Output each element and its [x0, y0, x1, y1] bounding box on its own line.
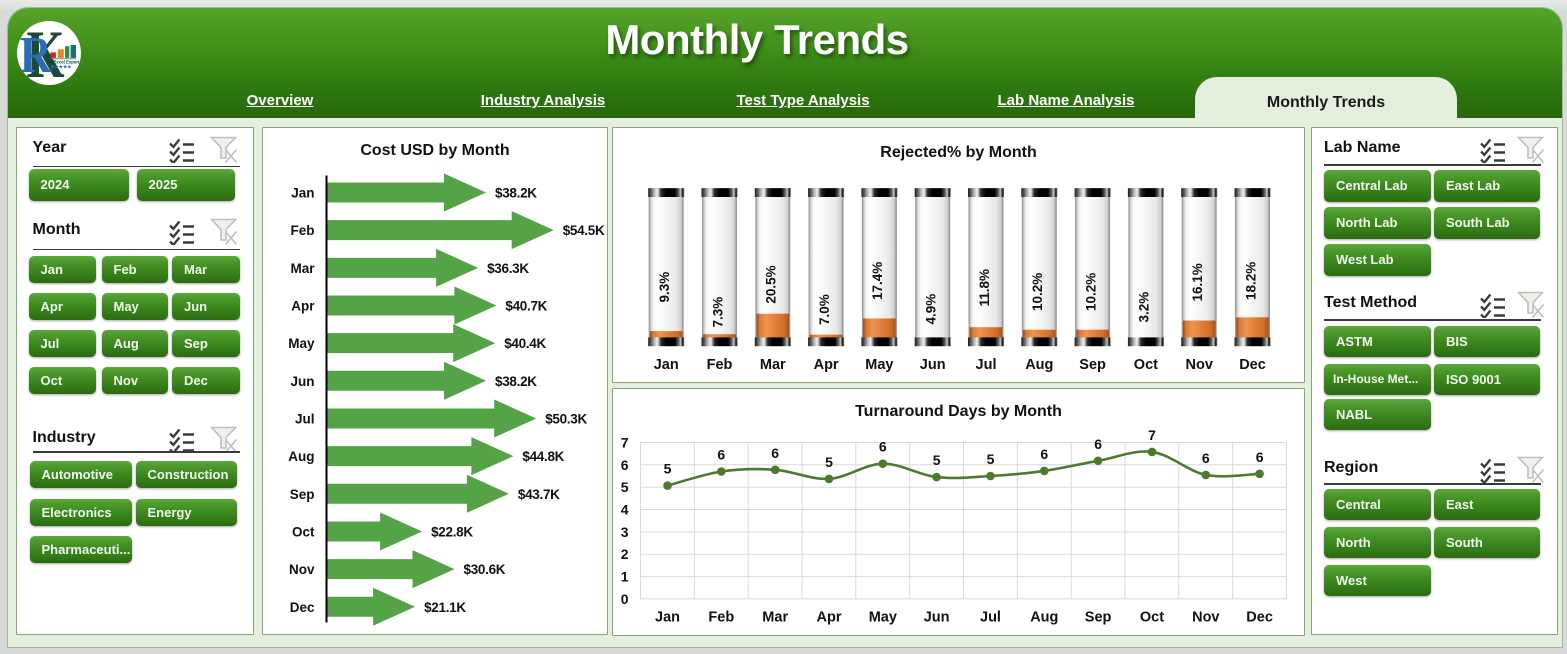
- svg-text:Dec: Dec: [1246, 610, 1273, 626]
- svg-text:1: 1: [621, 569, 629, 585]
- svg-text:5: 5: [664, 461, 672, 477]
- svg-text:Aug: Aug: [288, 449, 314, 464]
- svg-text:May: May: [869, 610, 897, 626]
- svg-text:$54.5K: $54.5K: [563, 223, 605, 238]
- svg-text:Apr: Apr: [814, 357, 839, 373]
- svg-text:6: 6: [621, 457, 629, 473]
- svg-text:$38.2K: $38.2K: [495, 374, 537, 389]
- svg-text:Mar: Mar: [290, 261, 315, 276]
- svg-text:Nov: Nov: [1192, 610, 1219, 626]
- svg-text:5: 5: [825, 454, 833, 470]
- svg-text:$40.7K: $40.7K: [505, 299, 547, 314]
- svg-text:6: 6: [879, 439, 887, 455]
- svg-text:Apr: Apr: [291, 299, 315, 314]
- svg-text:18.2%: 18.2%: [1243, 262, 1258, 300]
- svg-text:7.0%: 7.0%: [817, 294, 832, 325]
- svg-text:Jun: Jun: [924, 610, 950, 626]
- svg-text:6: 6: [1202, 450, 1210, 466]
- svg-text:10.2%: 10.2%: [1030, 273, 1045, 311]
- svg-text:Sep: Sep: [1079, 357, 1106, 373]
- svg-text:Apr: Apr: [817, 610, 842, 626]
- svg-text:Nov: Nov: [289, 562, 315, 577]
- svg-text:★★★★★: ★★★★★: [50, 64, 72, 71]
- svg-text:Oct: Oct: [1140, 610, 1164, 626]
- svg-text:9.3%: 9.3%: [657, 272, 672, 303]
- svg-text:5: 5: [621, 479, 629, 495]
- svg-text:Nov: Nov: [1185, 357, 1212, 373]
- svg-text:10.2%: 10.2%: [1083, 273, 1098, 311]
- svg-text:7.3%: 7.3%: [710, 297, 725, 328]
- svg-text:Mar: Mar: [762, 610, 788, 626]
- svg-text:6: 6: [717, 447, 725, 463]
- svg-text:6: 6: [771, 445, 779, 461]
- svg-text:Sep: Sep: [290, 487, 315, 502]
- svg-text:0: 0: [621, 591, 629, 607]
- svg-text:May: May: [288, 336, 315, 351]
- svg-text:6: 6: [1094, 436, 1102, 452]
- svg-text:$22.8K: $22.8K: [431, 524, 473, 539]
- svg-text:$44.8K: $44.8K: [522, 449, 564, 464]
- svg-text:Jan: Jan: [654, 357, 679, 373]
- svg-text:6: 6: [1040, 446, 1048, 462]
- svg-text:R: R: [20, 27, 53, 84]
- svg-text:An Excel Expert: An Excel Expert: [47, 59, 80, 64]
- svg-text:6: 6: [1256, 449, 1264, 465]
- svg-text:Feb: Feb: [707, 357, 733, 373]
- svg-text:$30.6K: $30.6K: [464, 562, 506, 577]
- svg-text:Feb: Feb: [708, 610, 734, 626]
- svg-text:20.5%: 20.5%: [764, 265, 779, 303]
- svg-text:2: 2: [621, 546, 629, 562]
- svg-text:5: 5: [933, 452, 941, 468]
- svg-text:$21.1K: $21.1K: [424, 600, 466, 615]
- svg-text:Oct: Oct: [1134, 357, 1158, 373]
- svg-text:7: 7: [1148, 427, 1156, 443]
- svg-text:Mar: Mar: [760, 357, 786, 373]
- svg-text:Jan: Jan: [291, 186, 314, 201]
- svg-text:Feb: Feb: [290, 223, 314, 238]
- svg-text:Dec: Dec: [1239, 357, 1266, 373]
- svg-text:4.9%: 4.9%: [924, 294, 939, 325]
- svg-text:11.8%: 11.8%: [977, 269, 992, 307]
- svg-text:Dec: Dec: [290, 600, 315, 615]
- svg-text:Jun: Jun: [920, 357, 946, 373]
- svg-text:7: 7: [621, 435, 629, 451]
- svg-text:3: 3: [621, 524, 629, 540]
- svg-text:4: 4: [621, 502, 629, 518]
- svg-text:16.1%: 16.1%: [1190, 263, 1205, 301]
- svg-text:Jan: Jan: [655, 610, 680, 626]
- svg-text:Jul: Jul: [976, 357, 997, 373]
- svg-text:Aug: Aug: [1030, 610, 1058, 626]
- svg-text:Oct: Oct: [292, 524, 315, 539]
- svg-text:5: 5: [987, 451, 995, 467]
- svg-text:$40.4K: $40.4K: [504, 336, 546, 351]
- svg-text:$36.3K: $36.3K: [487, 261, 529, 276]
- svg-text:$50.3K: $50.3K: [545, 412, 587, 427]
- svg-text:3.2%: 3.2%: [1137, 292, 1152, 323]
- svg-text:Aug: Aug: [1025, 357, 1053, 373]
- svg-text:$38.2K: $38.2K: [495, 186, 537, 201]
- svg-text:May: May: [865, 357, 893, 373]
- svg-text:Jul: Jul: [295, 412, 315, 427]
- svg-text:Sep: Sep: [1085, 610, 1112, 626]
- svg-text:Jul: Jul: [980, 610, 1001, 626]
- svg-text:17.4%: 17.4%: [870, 262, 885, 300]
- svg-text:$43.7K: $43.7K: [518, 487, 560, 502]
- svg-text:Jun: Jun: [290, 374, 314, 389]
